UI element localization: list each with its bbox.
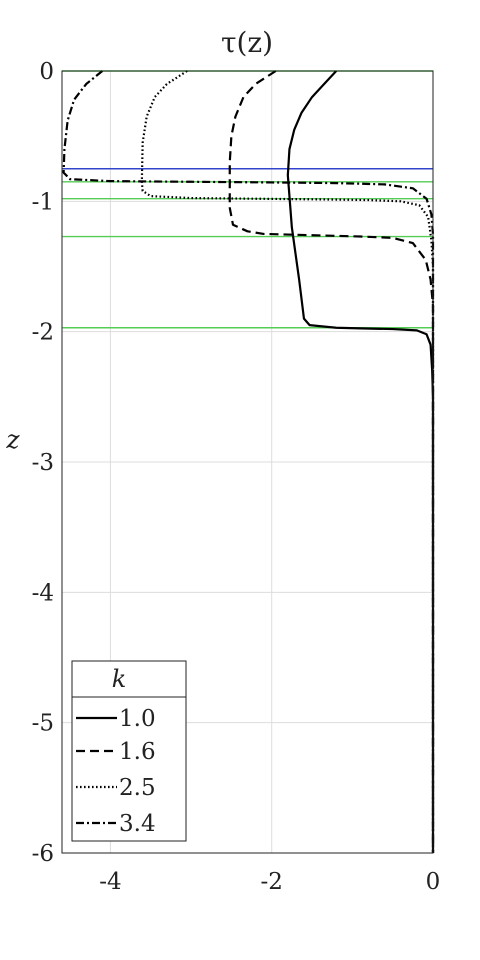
x-tick-labels: -4 -2 0 xyxy=(99,869,440,895)
y-axis-label: z xyxy=(5,425,20,454)
plot-frame xyxy=(61,70,434,854)
legend: k 1.0 1.6 2.5 3.4 xyxy=(71,660,187,842)
legend-entry-label: 1.6 xyxy=(119,739,156,765)
y-tick-label: -1 xyxy=(32,189,54,215)
x-tick-label: -4 xyxy=(99,869,121,895)
y-tick-label: -5 xyxy=(32,711,54,737)
y-tick-label: 0 xyxy=(39,59,54,85)
legend-title: k xyxy=(112,665,127,693)
chart-title: τ(z) xyxy=(221,26,273,59)
series-lines xyxy=(62,70,435,853)
legend-entry-label: 1.0 xyxy=(119,706,156,732)
y-tick-label: -2 xyxy=(32,320,54,346)
y-tick-labels: 0 -1 -2 -3 -4 -5 -6 xyxy=(32,59,54,867)
legend-entry-label: 2.5 xyxy=(119,775,156,801)
x-tick-label: -2 xyxy=(260,869,282,895)
series-line-4 xyxy=(62,70,435,853)
x-tick-label: 0 xyxy=(426,869,441,895)
y-tick-label: -6 xyxy=(32,841,54,867)
y-tick-label: -3 xyxy=(32,450,54,476)
legend-entry-label: 3.4 xyxy=(119,811,156,837)
series-line-2 xyxy=(228,70,435,853)
series-line-1 xyxy=(286,70,435,853)
y-tick-label: -4 xyxy=(32,580,54,606)
